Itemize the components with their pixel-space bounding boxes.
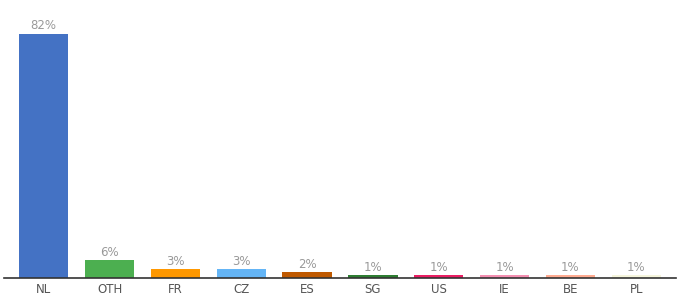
Bar	[480, 275, 529, 278]
Bar	[414, 275, 464, 278]
Text: 1%: 1%	[495, 260, 514, 274]
Bar	[85, 260, 134, 278]
Text: 1%: 1%	[364, 260, 382, 274]
Text: 82%: 82%	[31, 20, 56, 32]
Text: 1%: 1%	[430, 260, 448, 274]
Text: 1%: 1%	[627, 260, 645, 274]
Text: 6%: 6%	[100, 246, 119, 259]
Text: 2%: 2%	[298, 257, 316, 271]
Bar	[348, 275, 398, 278]
Bar	[282, 272, 332, 278]
Bar	[216, 269, 266, 278]
Text: 1%: 1%	[561, 260, 580, 274]
Text: 3%: 3%	[166, 255, 185, 268]
Bar	[19, 34, 69, 278]
Bar	[611, 275, 661, 278]
Bar	[546, 275, 595, 278]
Text: 3%: 3%	[232, 255, 250, 268]
Bar	[151, 269, 200, 278]
